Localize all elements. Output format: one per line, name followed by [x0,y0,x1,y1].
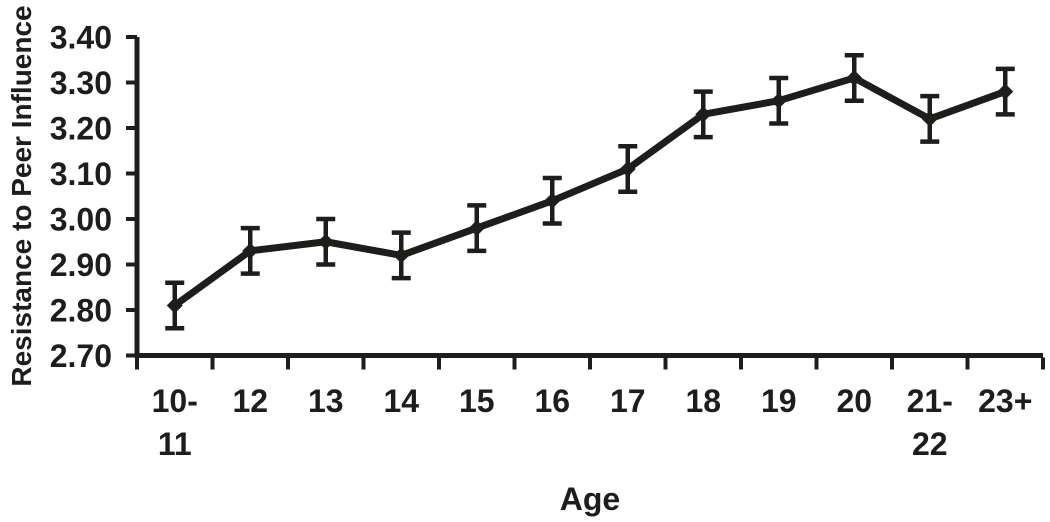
x-tick-label: 18 [685,383,721,419]
x-axis-title: Age [560,481,620,517]
x-tick-label: 12 [232,383,268,419]
x-tick-label: 22 [912,426,948,462]
x-tick-label: 17 [610,383,646,419]
x-tick-label: 16 [534,383,570,419]
diamond-marker [166,297,183,314]
data-line [172,74,1007,309]
data-markers [166,69,1014,314]
series-line [172,74,1007,309]
diamond-marker [921,110,938,127]
x-tick-label: 19 [761,383,797,419]
x-tick-label: 13 [308,383,344,419]
y-axis-ticks [126,35,137,358]
axes [134,37,1043,358]
diamond-marker [619,160,636,177]
y-tick-label: 3.40 [50,20,112,56]
x-tick-label: 23+ [978,383,1032,419]
diamond-marker [846,69,863,86]
diamond-marker [997,83,1014,100]
x-tick-label: 14 [383,383,419,419]
y-axis-title: Resistance to Peer Influence [6,5,37,386]
diamond-marker [468,220,485,237]
x-tick-label: 10- [152,383,198,419]
diamond-marker [393,247,410,264]
y-tick-label: 2.90 [50,247,112,283]
y-tick-label: 3.20 [50,111,112,147]
diamond-marker [770,92,787,109]
diamond-marker [317,233,334,250]
y-tick-label: 3.00 [50,202,112,238]
x-tick-label: 21- [907,383,953,419]
diamond-marker [242,242,259,259]
diamond-marker [695,106,712,123]
y-tick-label: 3.10 [50,156,112,192]
y-tick-label: 2.70 [50,338,112,374]
x-tick-label: 11 [158,426,192,462]
y-tick-label: 3.30 [50,65,112,101]
x-axis-ticks [135,357,1045,370]
x-axis-tick-labels: 10- 11 12 13 14 15 16 17 18 19 20 21- 22 23+ [152,383,1033,462]
y-tick-label: 2.80 [50,293,112,329]
y-axis-tick-labels: 2.70 2.80 2.90 3.00 3.10 3.20 3.30 3.40 [50,20,112,375]
x-tick-label: 20 [836,383,872,419]
diamond-marker [544,192,561,209]
x-tick-label: 15 [459,383,495,419]
